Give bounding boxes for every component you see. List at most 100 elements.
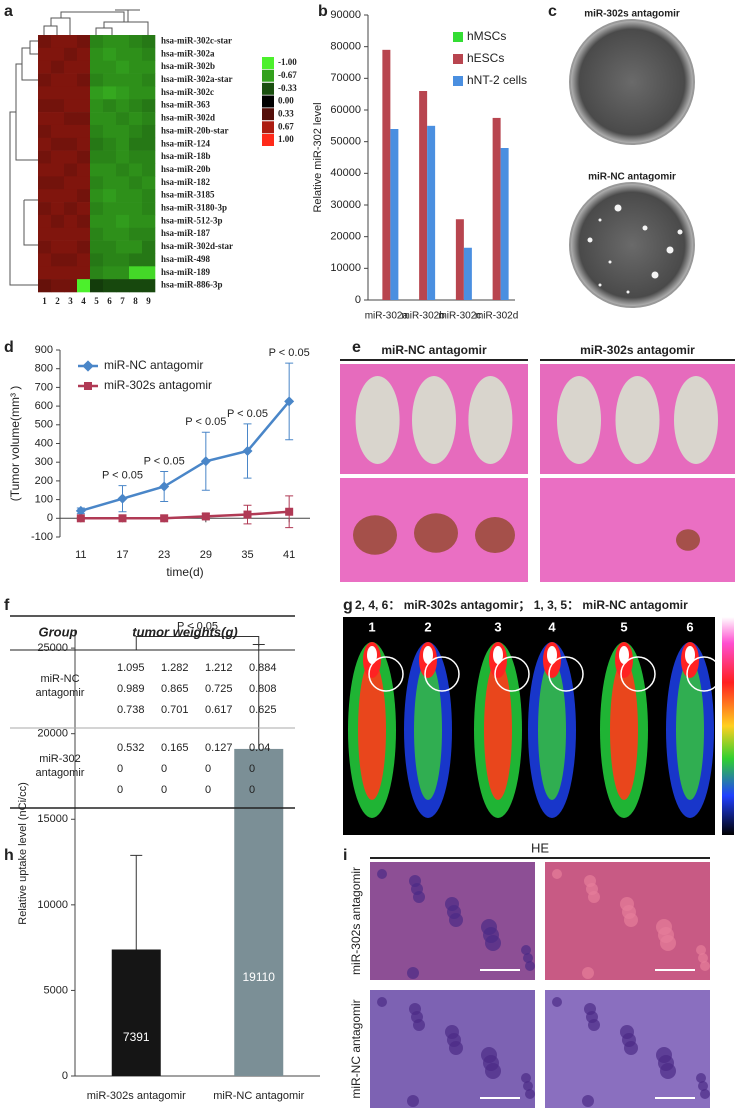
x-tick-label: 11 xyxy=(75,549,86,561)
significance-bracket xyxy=(135,636,260,651)
heatmap-cell xyxy=(129,189,143,203)
bar xyxy=(500,148,509,300)
column-label: 2 xyxy=(55,296,60,306)
lane-number: 1 xyxy=(368,619,375,634)
table-cell: 0 xyxy=(161,784,167,796)
heatmap-cell xyxy=(38,227,52,241)
colorbar-swatch xyxy=(262,121,274,134)
heatmap-cell xyxy=(103,99,117,113)
heatmap-cell xyxy=(142,202,156,216)
table-cell: 0 xyxy=(117,763,123,775)
tumor xyxy=(353,515,397,555)
row-label: hsa-miR-302d xyxy=(161,113,215,123)
heatmap-cell xyxy=(38,163,52,177)
series-line xyxy=(80,400,291,513)
signal xyxy=(547,646,557,664)
heatmap-cell xyxy=(77,137,91,151)
heatmap-cell xyxy=(38,47,52,61)
annotation: P < 0.05 xyxy=(177,620,218,632)
point xyxy=(117,493,128,504)
heatmap-cell xyxy=(142,266,156,280)
heatmap-cell xyxy=(77,266,91,280)
table-cell: 1.095 xyxy=(117,662,145,674)
signal xyxy=(414,660,442,800)
row-label: hsa-miR-302a xyxy=(161,48,215,58)
table-cell: 0.532 xyxy=(117,742,145,754)
heatmap-cell xyxy=(142,112,156,126)
heatmap-cell xyxy=(64,60,78,74)
legend-label: miR-302s antagomir xyxy=(104,378,212,392)
tumor xyxy=(475,517,515,553)
point xyxy=(75,505,86,516)
heatmap-cell xyxy=(116,73,130,87)
heatmap-cell xyxy=(142,240,156,254)
y-tick-label: 20000 xyxy=(37,728,68,740)
y-tick-label: 90000 xyxy=(330,9,361,21)
y-tick-label: 30000 xyxy=(330,199,361,211)
table-cell: 0 xyxy=(205,784,211,796)
table-cell: 0.725 xyxy=(205,683,233,695)
heatmap-cell xyxy=(129,86,143,100)
legend-marker xyxy=(82,360,94,372)
row-label: miR-NC antagomir xyxy=(349,999,363,1098)
signal xyxy=(367,646,377,664)
heatmap-cell xyxy=(77,189,91,203)
heatmap-cell xyxy=(38,253,52,267)
bar xyxy=(382,49,391,301)
heatmap-cell xyxy=(116,60,130,74)
heatmap-cell xyxy=(103,150,117,164)
signal xyxy=(685,646,695,664)
point xyxy=(159,481,170,492)
point xyxy=(285,507,294,516)
heatmap-cell xyxy=(77,253,91,267)
heatmap-cell xyxy=(90,202,104,216)
heatmap-cell xyxy=(103,137,117,151)
signal xyxy=(610,660,638,800)
heatmap-cell xyxy=(51,60,65,74)
colony xyxy=(651,271,659,279)
point xyxy=(242,445,253,456)
heatmap-cell xyxy=(77,240,91,254)
y-tick-label: 5000 xyxy=(44,984,68,996)
x-tick-label: 29 xyxy=(200,549,212,561)
heatmap-cell xyxy=(64,176,78,190)
heatmap-cell xyxy=(103,112,117,126)
heatmap-cell xyxy=(38,189,52,203)
row-label: hsa-miR-3180-3p xyxy=(161,203,227,213)
heatmap-cell xyxy=(116,266,130,280)
heatmap-cell xyxy=(77,73,91,87)
heatmap-cell xyxy=(142,99,156,113)
x-tick-label: 35 xyxy=(241,549,253,561)
cell xyxy=(700,1089,710,1099)
table-header: Group xyxy=(39,624,78,639)
row-label: hsa-miR-20b xyxy=(161,164,211,174)
heatmap-cell xyxy=(77,279,91,293)
heatmap-cell xyxy=(64,73,78,87)
dendrogram-left xyxy=(9,40,38,286)
y-tick-label: 900 xyxy=(35,344,53,356)
colorbar-label: 1.00 xyxy=(278,134,294,144)
row-label: hsa-miR-302a-star xyxy=(161,74,233,84)
series-line xyxy=(80,510,290,520)
heatmap-cell xyxy=(129,176,143,190)
panel-label: h xyxy=(4,847,14,864)
heatmap-cell xyxy=(77,150,91,164)
error-bar xyxy=(130,854,143,950)
heatmap-cell xyxy=(51,124,65,139)
cell xyxy=(445,897,459,911)
mouse xyxy=(615,376,660,464)
heatmap-cell xyxy=(129,227,143,241)
signal xyxy=(619,646,629,664)
heatmap-cell xyxy=(142,163,156,177)
table-cell: 0.617 xyxy=(205,704,233,716)
colorbar-label: -0.67 xyxy=(278,70,297,80)
y-tick-label: 300 xyxy=(35,456,53,468)
point xyxy=(284,396,295,407)
y-tick-label: -100 xyxy=(31,531,53,543)
y-tick-label: 0 xyxy=(47,512,53,524)
heatmap-cell xyxy=(38,137,52,151)
y-tick-label: 600 xyxy=(35,400,53,412)
tumor xyxy=(414,513,458,553)
heatmap-cell xyxy=(90,163,104,177)
row-label: hsa-miR-189 xyxy=(161,267,210,277)
